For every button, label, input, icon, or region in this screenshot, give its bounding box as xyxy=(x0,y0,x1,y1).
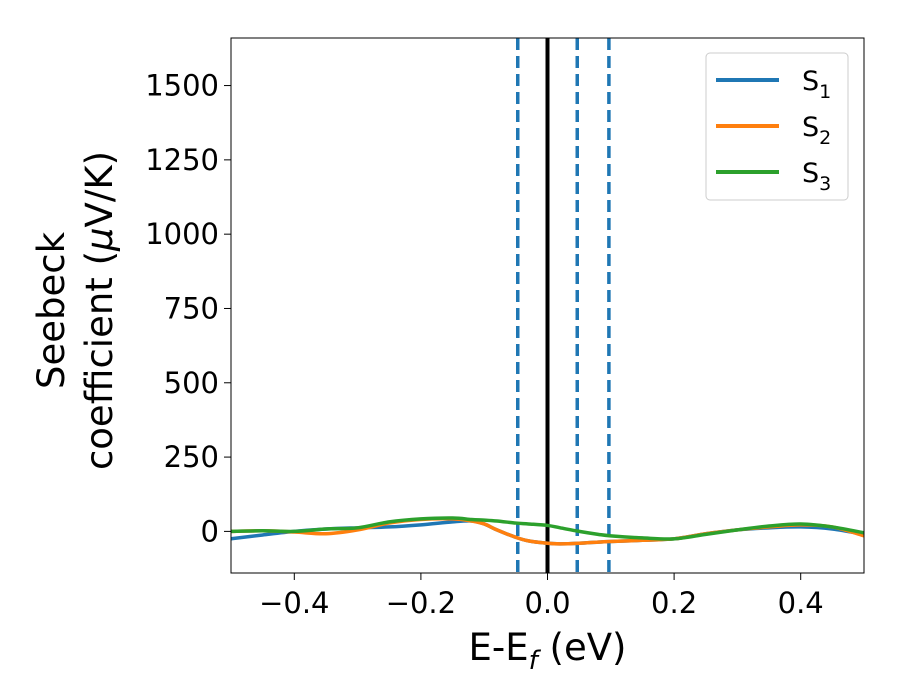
y-tick-label: 1250 xyxy=(145,143,219,177)
y-tick-label: 500 xyxy=(164,366,219,400)
y-axis-title-line2: coefficient (μV/K) xyxy=(78,151,121,470)
series-line-s3 xyxy=(231,516,864,541)
y-tick-label: 750 xyxy=(164,291,219,325)
legend: S1 S2 S3 xyxy=(705,52,849,201)
y-tick-label: 0 xyxy=(201,514,219,548)
y-axis: 0 250 500 750 1000 1250 1500 xyxy=(145,69,231,548)
y-axis-title-mu: μ xyxy=(78,227,121,252)
x-tick-label: 0.2 xyxy=(651,586,697,620)
x-axis-title-main: E-E xyxy=(469,626,529,669)
x-tick-label: 0.0 xyxy=(524,586,570,620)
y-tick-label: 1500 xyxy=(145,69,219,103)
x-tick-label: −0.2 xyxy=(386,586,456,620)
x-axis: −0.4 −0.2 0.0 0.2 0.4 xyxy=(259,573,824,620)
legend-label-s3: S3 xyxy=(802,158,831,195)
plot-area xyxy=(231,38,864,573)
x-tick-label: 0.4 xyxy=(778,586,824,620)
y-axis-title-prefix: coefficient ( xyxy=(78,251,121,470)
y-axis-title-unit: V/K) xyxy=(78,151,121,227)
x-axis-title: E-Ef (eV) xyxy=(469,626,627,676)
x-axis-title-unit: (eV) xyxy=(538,626,627,669)
legend-label-s2: S2 xyxy=(802,112,831,149)
y-tick-label: 250 xyxy=(164,440,219,474)
y-axis-title-line1: Seebeck xyxy=(30,231,73,389)
y-tick-label: 1000 xyxy=(145,217,219,251)
legend-label-s1: S1 xyxy=(802,66,831,103)
x-tick-label: −0.4 xyxy=(259,586,329,620)
